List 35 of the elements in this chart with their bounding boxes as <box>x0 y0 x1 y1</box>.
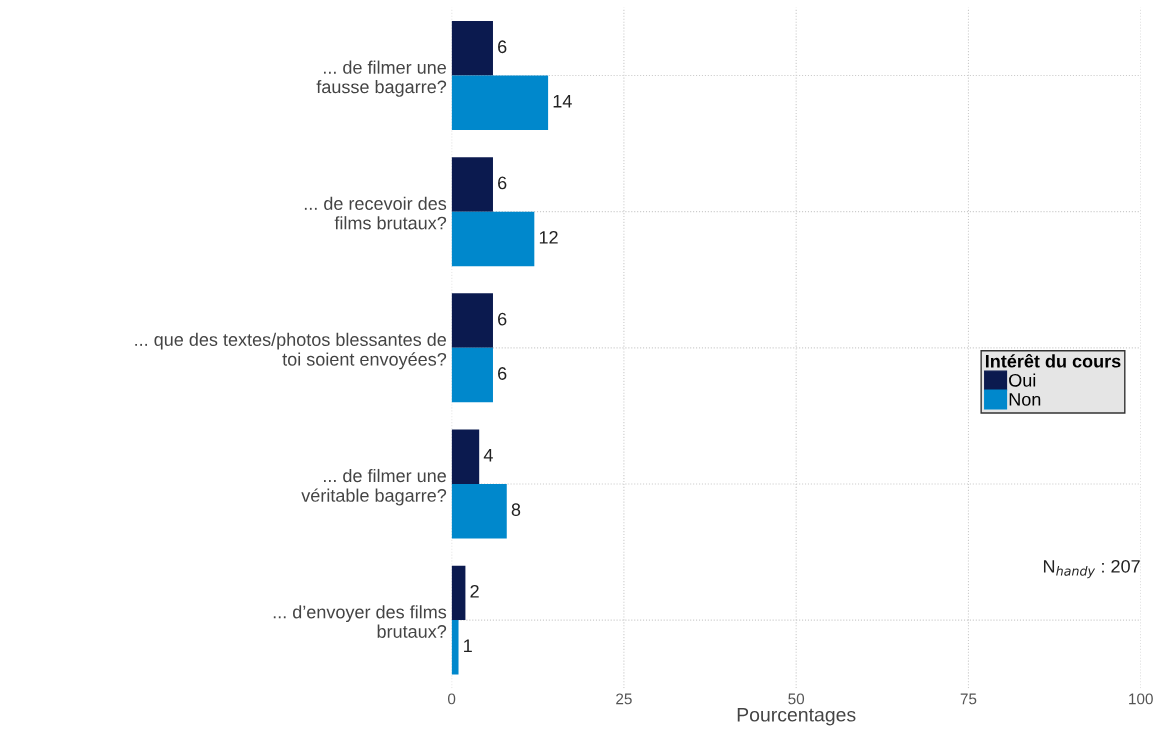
data-label: 12 <box>539 230 558 244</box>
x-tick-label: 75 <box>960 693 977 705</box>
bar <box>451 293 493 348</box>
data-label: 8 <box>511 503 521 517</box>
x-tick-label: 100 <box>1129 693 1153 705</box>
data-label: 2 <box>470 584 479 598</box>
legend-title: Intérêt du cours <box>985 353 1121 368</box>
x-tick-label: 0 <box>447 693 456 705</box>
y-tick-label: ... que des textes/photos blessantes de toi soient envoyées? <box>135 332 447 370</box>
data-label: 6 <box>498 176 507 190</box>
x-axis-title: Pourcentages <box>737 708 856 726</box>
data-label: 4 <box>483 448 493 462</box>
bar <box>451 429 480 484</box>
data-label: 6 <box>498 367 507 380</box>
data-label: 6 <box>498 40 507 54</box>
bar <box>451 157 493 212</box>
bar <box>451 483 507 539</box>
x-tick-label: 50 <box>788 693 805 705</box>
y-tick-label: ... d’envoyer des films brutaux? <box>273 605 447 638</box>
data-label: 14 <box>553 94 572 108</box>
data-label: 6 <box>498 312 507 326</box>
data-label: 1 <box>464 639 472 653</box>
bar <box>451 75 549 130</box>
bar <box>451 211 535 267</box>
bar <box>451 21 493 76</box>
legend-label: Non <box>1009 393 1041 406</box>
x-tick-label: 25 <box>616 693 632 705</box>
y-tick-label: ... de recevoir des films brutaux? <box>304 196 447 230</box>
y-tick-label: ... de filmer une véritable bagarre? <box>301 468 447 506</box>
legend-label: Oui <box>1009 373 1036 387</box>
y-tick-label: ... de filmer une fausse bagarre? <box>316 60 447 97</box>
bar <box>451 347 493 403</box>
annotation: N$_{handy}$ : 207 <box>1043 559 1140 579</box>
bar <box>451 620 459 675</box>
bar <box>451 565 466 621</box>
